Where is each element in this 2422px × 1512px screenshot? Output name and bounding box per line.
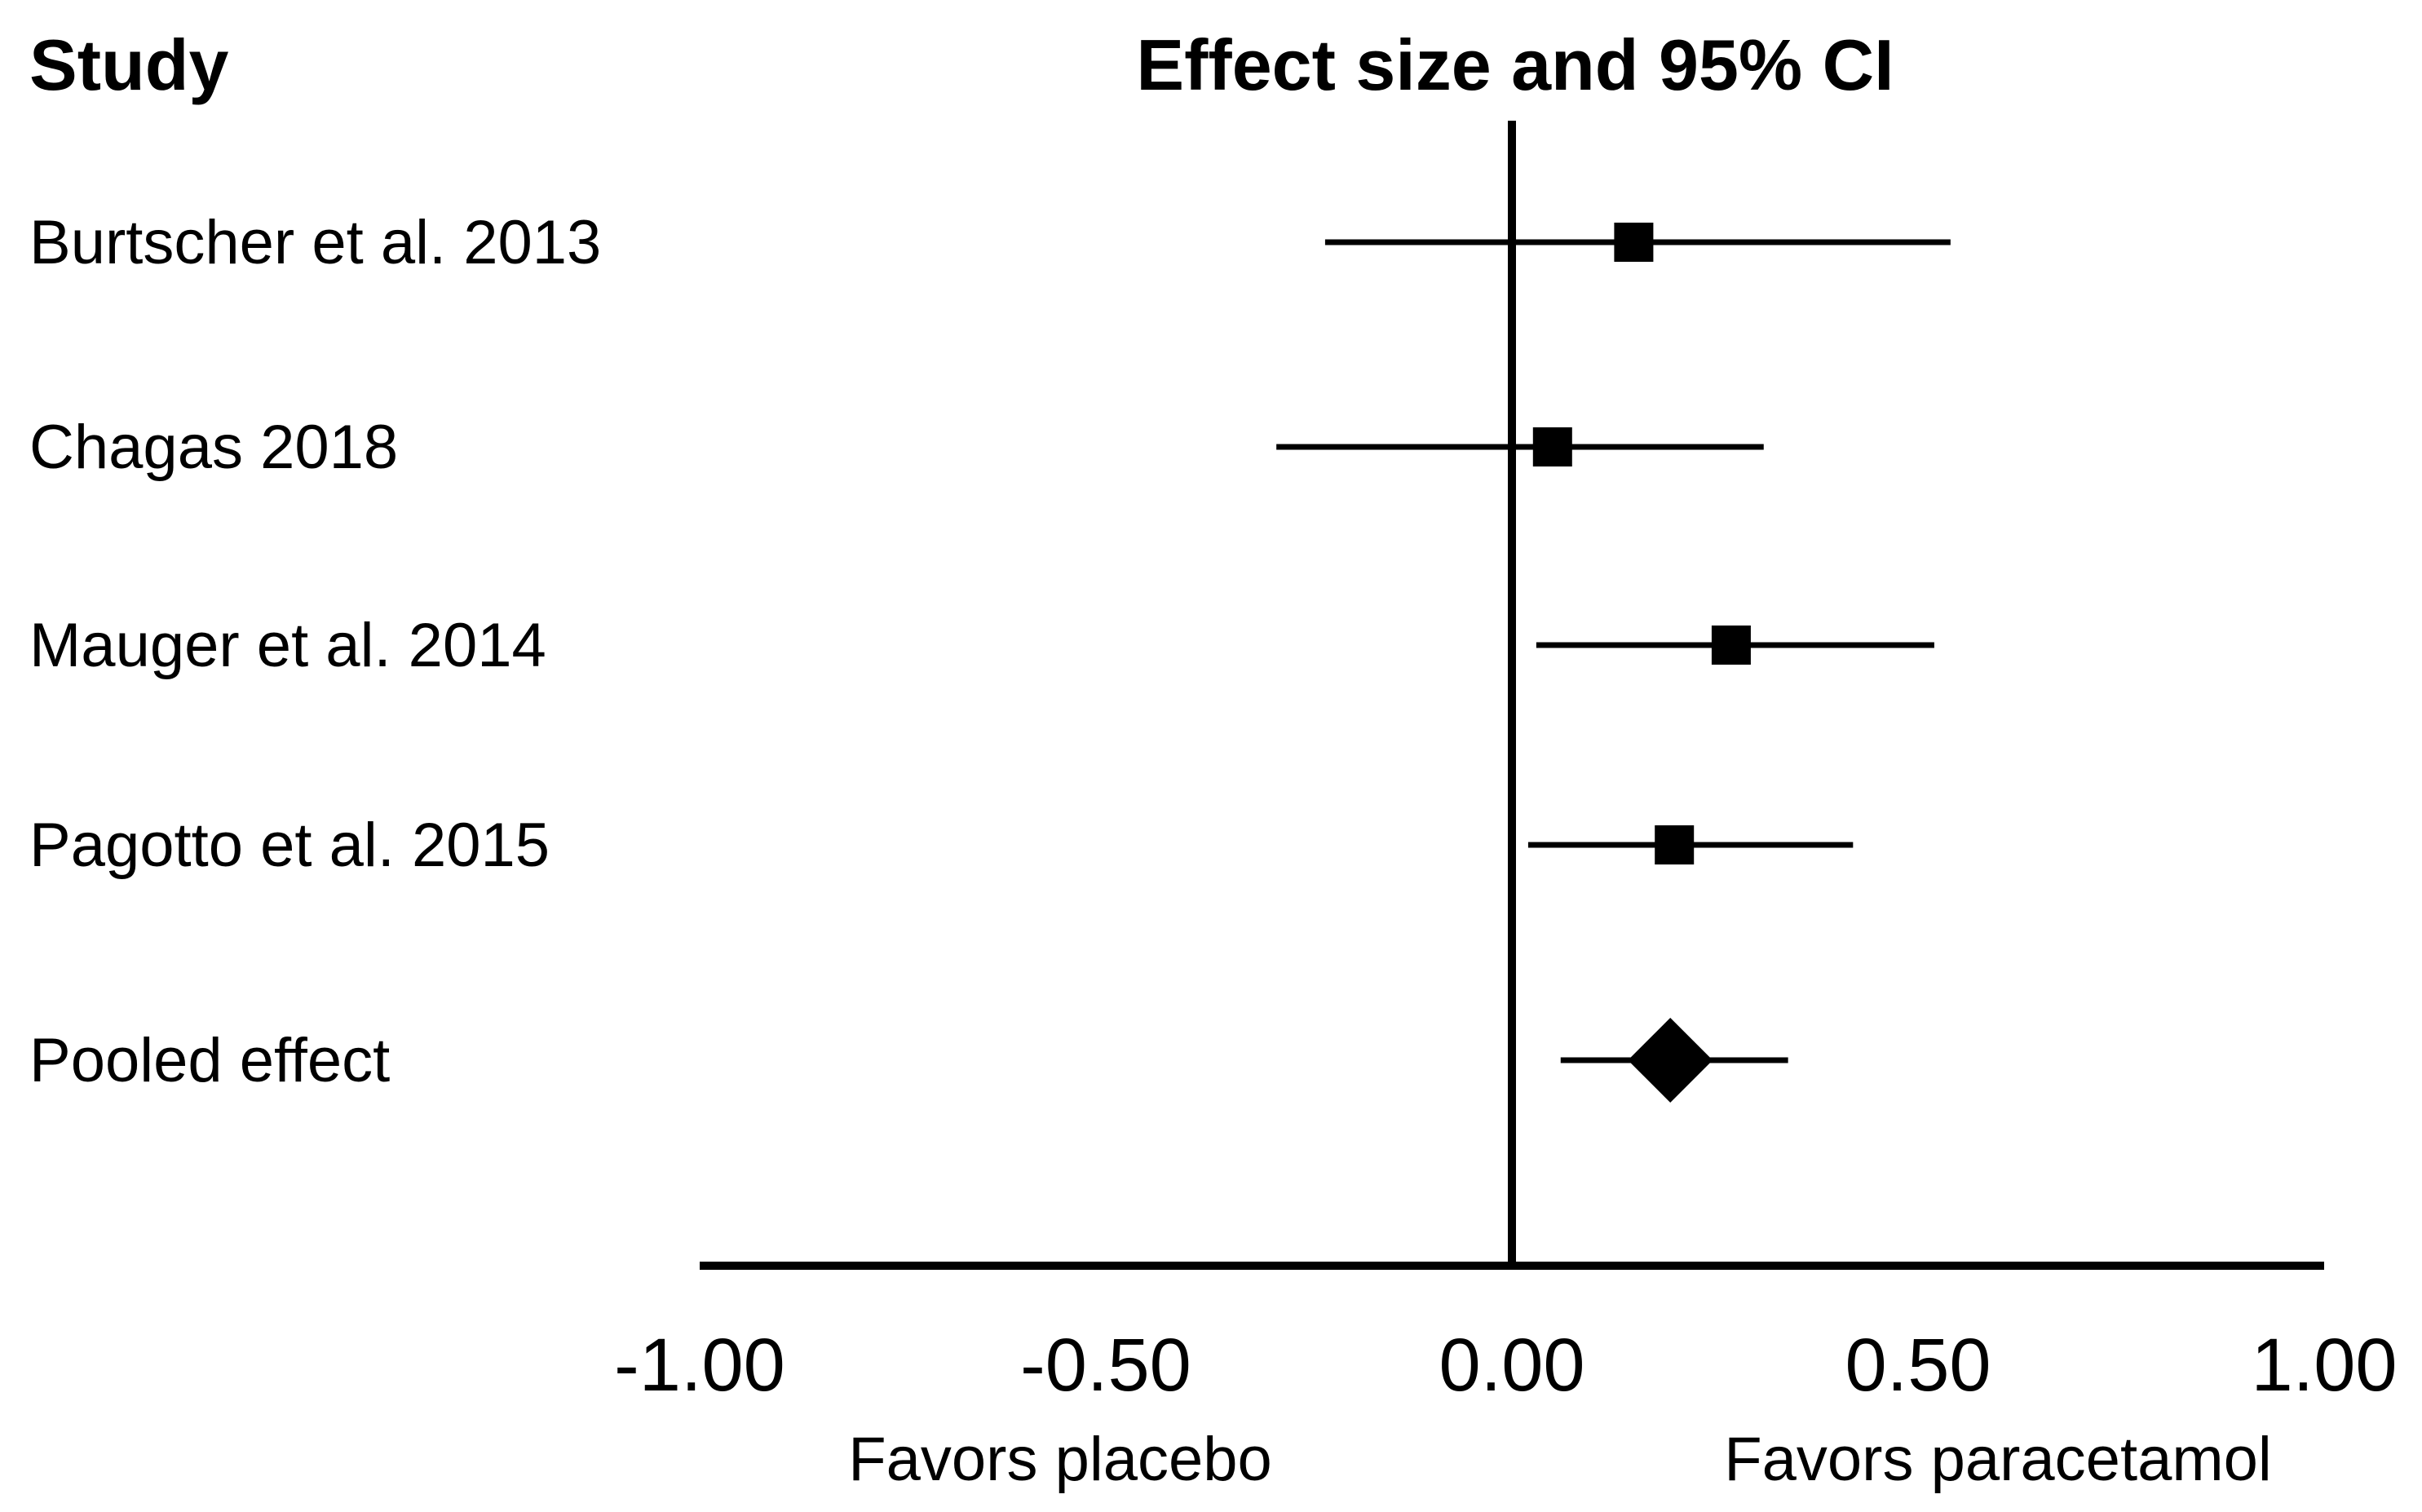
x-tick-label: 0.50 bbox=[1845, 1324, 1991, 1407]
pooled-effect-diamond bbox=[1628, 1018, 1713, 1103]
ci-lines bbox=[1276, 239, 1951, 1063]
study-column-header: Study bbox=[29, 24, 229, 105]
study-label: Pagotto et al. 2015 bbox=[29, 811, 550, 880]
study-label: Chagas 2018 bbox=[29, 413, 398, 482]
effect-square bbox=[1711, 626, 1751, 665]
x-tick-label: -0.50 bbox=[1020, 1324, 1191, 1407]
study-label: Mauger et al. 2014 bbox=[29, 611, 546, 680]
study-label: Pooled effect bbox=[29, 1026, 390, 1095]
favor-right-label: Favors paracetamol bbox=[1724, 1425, 2272, 1494]
x-tick-label: -1.00 bbox=[614, 1324, 785, 1407]
effect-square bbox=[1532, 427, 1572, 466]
x-tick-labels: -1.00 -0.50 0.00 0.50 1.00 bbox=[614, 1324, 2397, 1407]
study-labels: Burtscher et al. 2013 Chagas 2018 Mauger e… bbox=[29, 208, 601, 1095]
effect-square bbox=[1655, 825, 1695, 864]
favor-left-label: Favors placebo bbox=[848, 1425, 1272, 1494]
effect-markers bbox=[1532, 223, 1751, 1103]
effect-square bbox=[1614, 223, 1654, 262]
x-tick-label: 1.00 bbox=[2251, 1324, 2397, 1407]
study-label: Burtscher et al. 2013 bbox=[29, 208, 601, 277]
chart-title: Effect size and 95% CI bbox=[1136, 24, 1894, 105]
x-tick-label: 0.00 bbox=[1439, 1324, 1584, 1407]
